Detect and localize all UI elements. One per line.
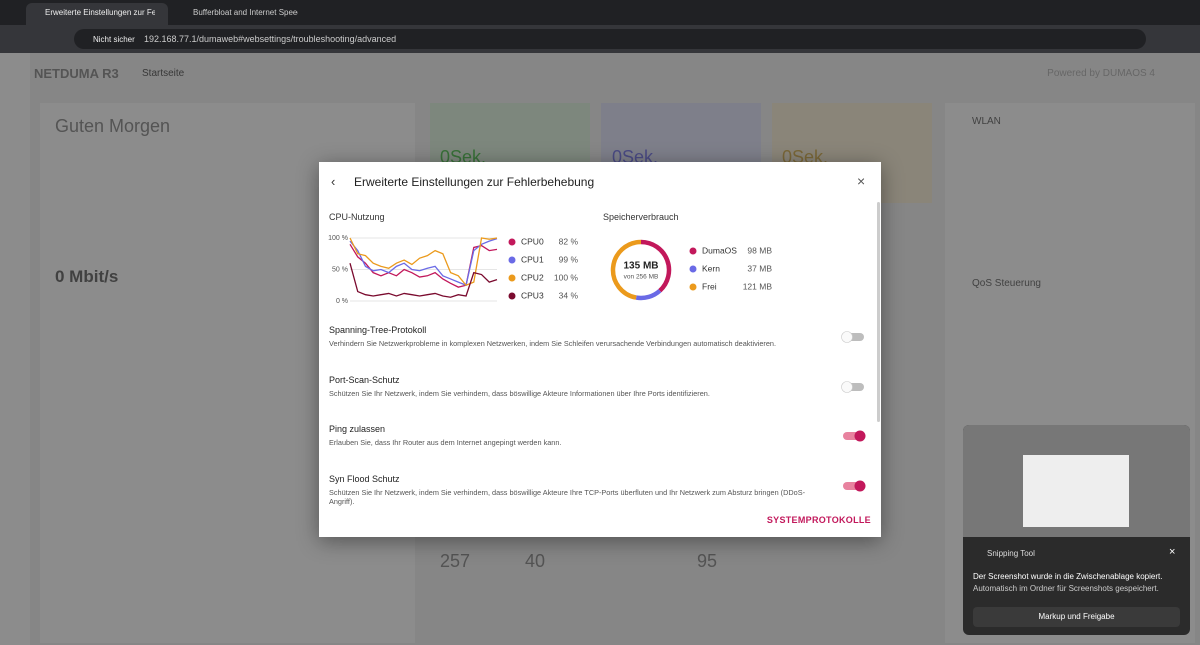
logs-button[interactable]: SYSTEMPROTOKOLLE xyxy=(766,515,871,525)
setting-title: Port-Scan-Schutz xyxy=(329,375,400,385)
toast: Snipping Tool × Der Screenshot wurde in … xyxy=(963,425,1190,635)
thumbnail-dialog xyxy=(1023,455,1129,527)
legend-label: Kern xyxy=(702,263,720,273)
toggle-knob[interactable] xyxy=(841,381,853,393)
legend-value: 99 % xyxy=(559,254,579,264)
legend-label: Frei xyxy=(702,281,717,291)
legend-value: 37 MB xyxy=(747,263,772,273)
security[interactable]: Nicht sicher xyxy=(93,35,135,44)
toggle-knob[interactable] xyxy=(841,331,853,343)
setting-description: Schützen Sie Ihr Netzwerk, indem Sie ver… xyxy=(329,389,710,398)
setting-description: Erlauben Sie, dass Ihr Router aus dem In… xyxy=(329,438,562,447)
legend-value: 100 % xyxy=(554,272,579,282)
stat: 40 xyxy=(525,551,546,571)
legend-dot xyxy=(689,265,697,273)
legend-dot xyxy=(689,247,697,255)
legend-label: CPU3 xyxy=(521,290,544,300)
toggle-knob[interactable] xyxy=(854,480,866,492)
section-title: CPU-Nutzung xyxy=(329,212,385,222)
cpu-line xyxy=(349,263,498,298)
y-tick-label: 100 % xyxy=(328,235,348,242)
toast-close[interactable]: × xyxy=(1169,546,1176,558)
donut-total: 135 MB xyxy=(623,261,658,272)
legend-value: 34 % xyxy=(559,290,579,300)
donut-capacity: von 256 MB xyxy=(624,274,659,281)
legend-label: CPU2 xyxy=(521,272,544,282)
tab[interactable] xyxy=(26,3,168,25)
toast-app: Snipping Tool xyxy=(987,549,1035,558)
toast-detail: Automatisch im Ordner für Screenshots ge… xyxy=(973,584,1159,593)
legend-dot xyxy=(508,238,516,246)
setting-title: Ping zulassen xyxy=(329,424,386,434)
section-title: Speicherverbrauch xyxy=(603,212,679,222)
legend-dot xyxy=(508,292,516,300)
toast-action[interactable]: Markup und Freigabe xyxy=(973,607,1180,627)
legend-label: CPU0 xyxy=(521,236,544,246)
dialog: ‹ Erweiterte Einstellungen zur Fehlerbeh… xyxy=(319,162,881,537)
legend-dot xyxy=(508,274,516,282)
legend-value: 98 MB xyxy=(747,245,772,255)
legend-dot xyxy=(689,283,697,291)
url[interactable]: 192.168.77.1/dumaweb#websettings/trouble… xyxy=(144,34,397,44)
scrollbar xyxy=(877,202,880,422)
cpu-line xyxy=(349,237,498,287)
dialog-title: Erweiterte Einstellungen zur Fehlerbeheb… xyxy=(354,175,595,189)
tab-bar: Erweiterte Einstellungen zur Feh Bufferb… xyxy=(0,0,1200,25)
toggle-knob[interactable] xyxy=(854,430,866,442)
qos: QoS Steuerung xyxy=(972,278,1041,289)
setting-description: Verhindern Sie Netzwerkprobleme in kompl… xyxy=(329,339,776,348)
setting-title: Syn Flood Schutz xyxy=(329,474,400,484)
greeting: Guten Morgen xyxy=(55,116,171,136)
tab-title[interactable]: Erweiterte Einstellungen zur Feh xyxy=(45,8,155,17)
setting-title: Spanning-Tree-Protokoll xyxy=(329,325,427,335)
stat: 95 xyxy=(697,551,718,571)
stat: 257 xyxy=(440,551,471,571)
donut-segment xyxy=(640,239,672,293)
tab-title[interactable]: Bufferbloat and Internet Speed xyxy=(193,8,298,17)
legend-value: 121 MB xyxy=(743,281,773,291)
legend-label: DumaOS xyxy=(702,245,737,255)
legend-label: CPU1 xyxy=(521,254,544,264)
charts: 100 % 50 % 0 % CPU0 82 % CPU1 99 % CPU2 100 % CPU… xyxy=(328,235,866,492)
y-tick-label: 0 % xyxy=(336,298,348,305)
toast-message: Der Screenshot wurde in die Zwischenabla… xyxy=(973,572,1163,581)
back-button[interactable]: ‹ xyxy=(331,174,336,189)
cpu-line xyxy=(349,243,498,288)
donut-segment xyxy=(635,288,662,301)
close-button[interactable]: × xyxy=(857,173,866,189)
y-tick-label: 50 % xyxy=(332,266,348,273)
brand: NETDUMA R3 xyxy=(34,66,119,81)
donut-segment xyxy=(610,239,642,300)
setting-description: Schützen Sie Ihr Netzwerk, indem Sie ver… xyxy=(329,488,805,506)
legend-value: 82 % xyxy=(559,236,579,246)
legend-dot xyxy=(508,256,516,264)
sidebar xyxy=(0,53,30,645)
throughput: 0 Mbit/s xyxy=(55,267,119,286)
thumbnail xyxy=(963,425,1190,537)
wifi: WLAN xyxy=(972,116,1001,127)
omnibox[interactable] xyxy=(74,29,1146,49)
cpu-line xyxy=(349,238,498,287)
powered: Powered by DUMAOS 4 xyxy=(1047,68,1155,79)
nav: Startseite xyxy=(142,68,185,79)
address-bar: Nicht sicher 192.168.77.1/dumaweb#webset… xyxy=(0,25,1200,53)
